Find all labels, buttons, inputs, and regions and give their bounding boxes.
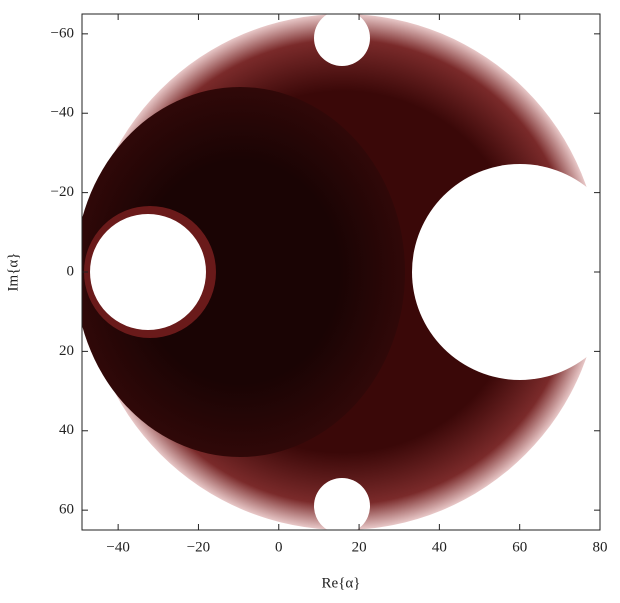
fractal-hole xyxy=(314,478,370,530)
y-tick-label: 20 xyxy=(59,343,74,359)
y-tick-label: 60 xyxy=(59,502,74,518)
y-tick-label: −60 xyxy=(51,25,74,41)
x-tick-label: 20 xyxy=(352,539,367,555)
y-tick-label: −40 xyxy=(51,105,74,121)
y-tick-label: 0 xyxy=(67,263,75,279)
y-axis-label: Im{α} xyxy=(5,253,21,292)
fractal-hole xyxy=(90,214,206,330)
fractal-image xyxy=(82,14,600,530)
fractal-hole xyxy=(412,164,600,380)
x-tick-label: 60 xyxy=(512,539,527,555)
x-tick-label: −20 xyxy=(187,539,210,555)
fractal-hole xyxy=(314,14,370,66)
x-axis-label: Re{α} xyxy=(322,575,361,591)
fractal-core xyxy=(82,87,405,457)
y-tick-label: 40 xyxy=(59,422,74,438)
x-tick-label: 0 xyxy=(275,539,283,555)
y-tick-label: −20 xyxy=(51,184,74,200)
x-tick-label: −40 xyxy=(106,539,129,555)
x-tick-label: 40 xyxy=(432,539,447,555)
x-tick-label: 80 xyxy=(593,539,608,555)
